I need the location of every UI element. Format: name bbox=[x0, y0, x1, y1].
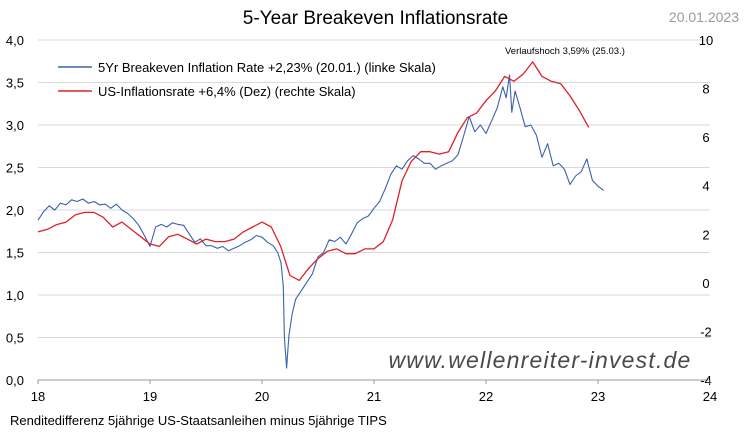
x-tick-label: 22 bbox=[479, 389, 493, 404]
x-tick-label: 19 bbox=[143, 389, 157, 404]
legend-label: 5Yr Breakeven Inflation Rate +2,23% (20.… bbox=[98, 60, 436, 75]
x-tick-label: 24 bbox=[703, 389, 717, 404]
x-tick-label: 20 bbox=[255, 389, 269, 404]
right-tick-label: 2 bbox=[702, 227, 709, 242]
annotation-high: Verlaufshoch 3,59% (25.03.) bbox=[505, 46, 625, 57]
watermark: www.wellenreiter-invest.de bbox=[388, 347, 691, 373]
x-tick-label: 18 bbox=[31, 389, 45, 404]
legend-label: US-Inflationsrate +6,4% (Dez) (rechte Sk… bbox=[98, 84, 356, 99]
right-tick-label: 4 bbox=[702, 179, 709, 194]
x-axis: 18 19 20 21 22 23 24 bbox=[31, 380, 717, 404]
left-tick-label: 0,0 bbox=[6, 373, 24, 388]
date-label: 20.01.2023 bbox=[668, 9, 739, 25]
x-tick-label: 23 bbox=[591, 389, 605, 404]
right-tick-label: -4 bbox=[700, 373, 712, 388]
right-axis: -4 -2 0 2 4 6 8 10 bbox=[699, 33, 713, 388]
right-tick-label: 6 bbox=[702, 130, 709, 145]
left-tick-label: 2,0 bbox=[6, 203, 24, 218]
left-tick-label: 1,5 bbox=[6, 246, 24, 261]
right-tick-label: 0 bbox=[702, 276, 709, 291]
series-layer bbox=[37, 61, 604, 369]
left-tick-label: 3,5 bbox=[6, 76, 24, 91]
right-tick-label: -2 bbox=[700, 324, 712, 339]
left-tick-label: 1,0 bbox=[6, 288, 24, 303]
x-tick-label: 21 bbox=[367, 389, 381, 404]
footnote: Renditedifferenz 5jährige US-Staatsanlei… bbox=[10, 413, 387, 428]
left-tick-label: 2,5 bbox=[6, 161, 24, 176]
left-tick-label: 4,0 bbox=[6, 33, 24, 48]
left-tick-label: 0,5 bbox=[6, 331, 24, 346]
inflation-series-line bbox=[37, 61, 590, 282]
left-axis: 0,0 0,5 1,0 1,5 2,0 2,5 3,0 3,5 4,0 bbox=[6, 33, 24, 388]
gridlines bbox=[38, 39, 710, 381]
chart-title: 5-Year Breakeven Inflationsrate bbox=[242, 8, 509, 29]
right-tick-label: 10 bbox=[699, 33, 713, 48]
breakeven-series-line bbox=[37, 74, 604, 369]
right-tick-label: 8 bbox=[702, 82, 709, 97]
legend: 5Yr Breakeven Inflation Rate +2,23% (20.… bbox=[58, 60, 436, 99]
left-tick-label: 3,0 bbox=[6, 118, 24, 133]
